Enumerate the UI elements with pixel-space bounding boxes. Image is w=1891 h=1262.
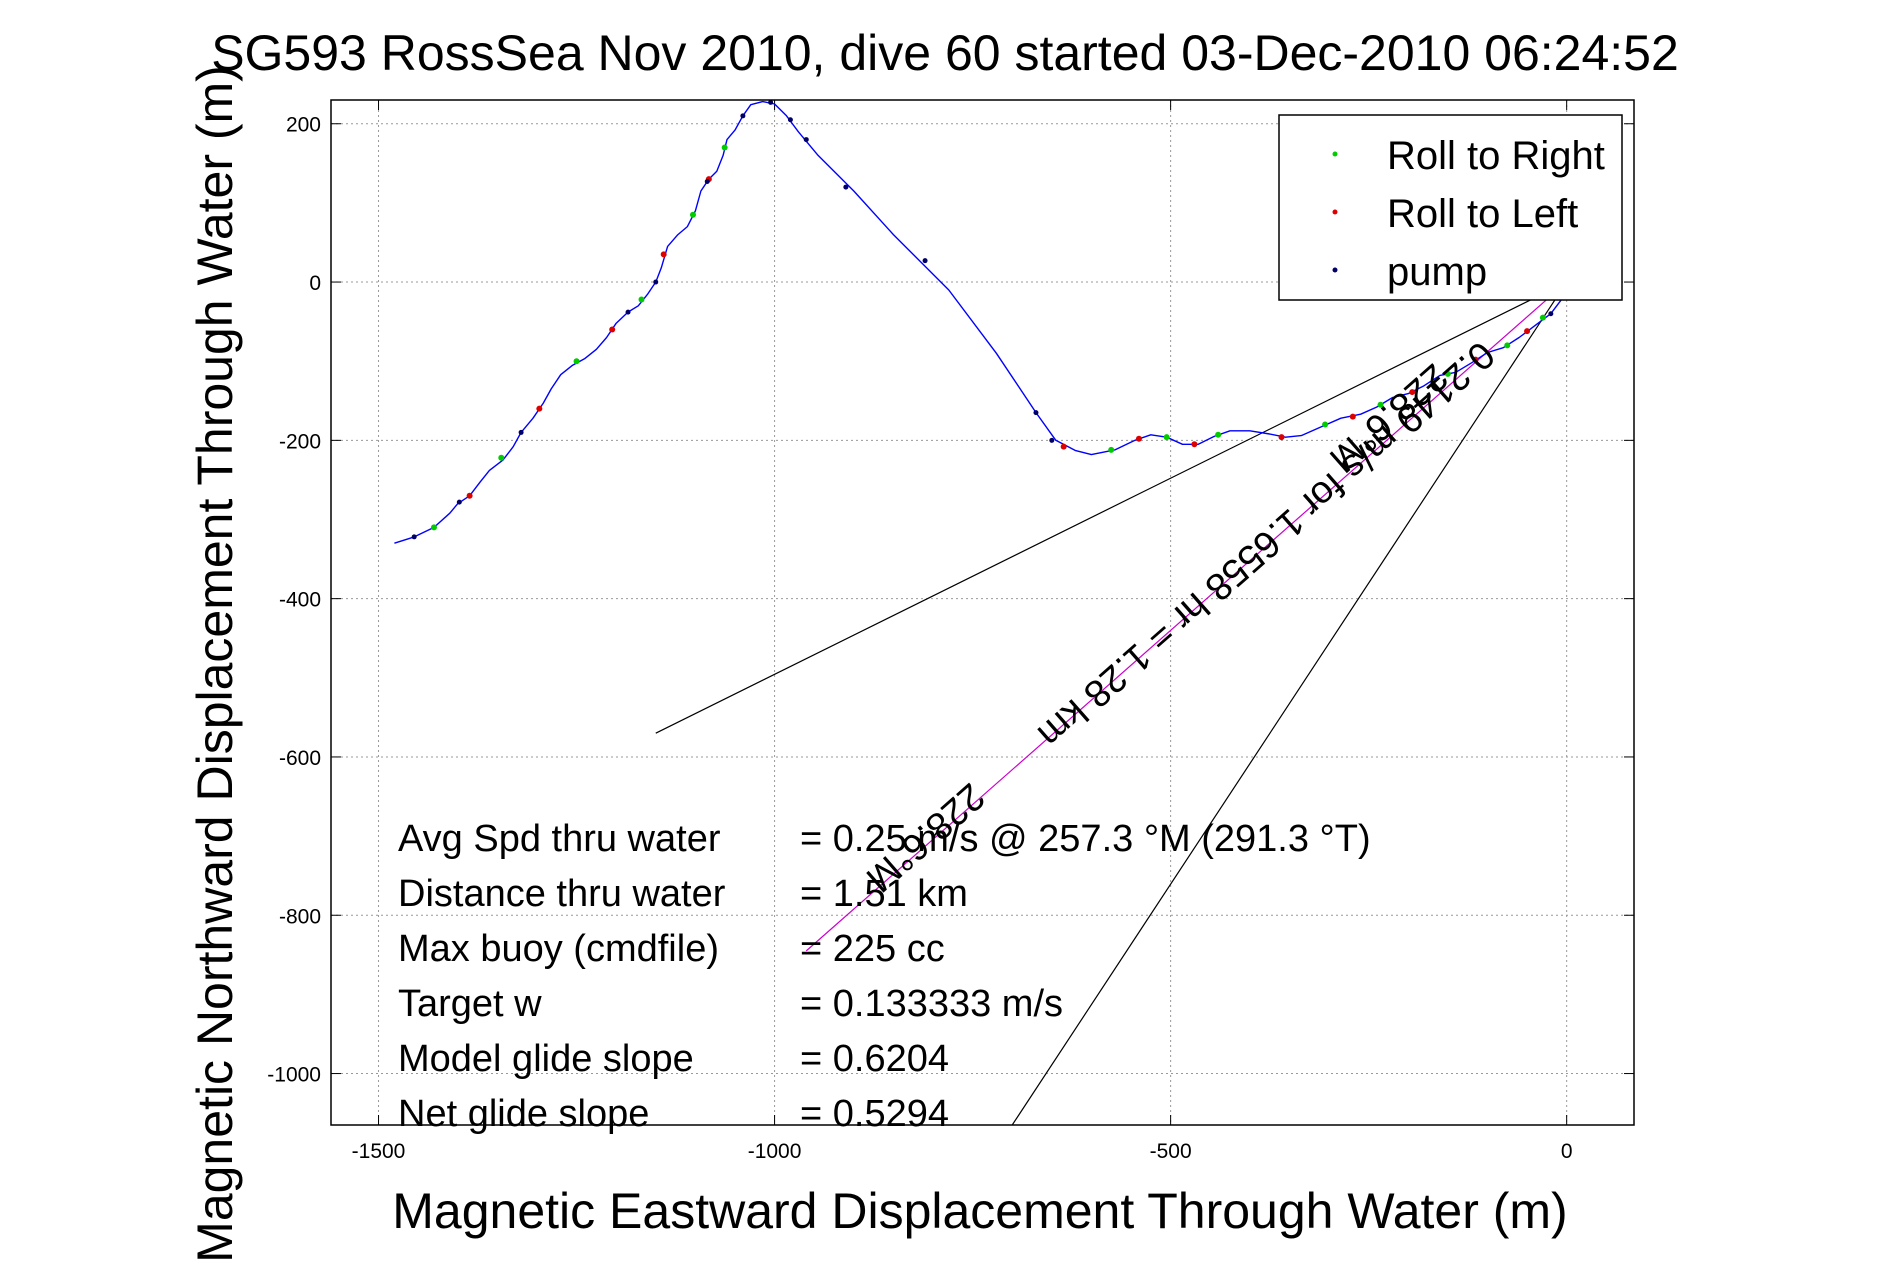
roll-left-point xyxy=(1524,328,1531,335)
roll-left-point xyxy=(1409,389,1416,396)
annotations: 0.2149 m/s for 1.6558 hr = 1.28 km228.6°… xyxy=(858,333,1502,900)
pump-point xyxy=(1548,311,1554,317)
track-series xyxy=(394,100,1568,544)
wedge-line xyxy=(655,281,1567,734)
stat-label: Target w xyxy=(398,983,542,1025)
pump-point xyxy=(653,279,659,285)
x-axis-label: Magnetic Eastward Displacement Through W… xyxy=(392,1183,1567,1239)
stat-value: = 0.25 m/s @ 257.3 °M (291.3 °T) xyxy=(800,818,1371,860)
roll-right-point xyxy=(1444,370,1451,377)
stat-value: = 0.5294 xyxy=(800,1093,949,1135)
y-tick-label: -800 xyxy=(279,905,321,928)
legend-marker xyxy=(1332,151,1338,157)
y-tick-label: -1000 xyxy=(267,1064,321,1087)
pump-point xyxy=(1033,410,1039,416)
pump-point xyxy=(456,499,462,505)
y-tick-label: -400 xyxy=(279,589,321,612)
roll-left-point xyxy=(466,492,473,499)
wedge-lines xyxy=(655,281,1568,1126)
pump-point xyxy=(843,184,849,190)
stat-value: = 0.6204 xyxy=(800,1038,949,1080)
marker-series xyxy=(411,99,1554,540)
pump-point xyxy=(768,99,774,105)
roll-left-point xyxy=(1135,435,1142,442)
y-tick-label: -200 xyxy=(279,430,321,453)
roll-right-point xyxy=(1108,446,1115,453)
pump-point xyxy=(922,258,928,264)
legend-label: Roll to Left xyxy=(1387,192,1578,236)
y-axis-label: Magnetic Northward Displacement Through … xyxy=(187,65,243,1262)
roll-right-point xyxy=(689,211,696,218)
legend-label: Roll to Right xyxy=(1387,134,1605,178)
x-tick-label: -1500 xyxy=(352,1140,406,1163)
roll-right-point xyxy=(1322,421,1329,428)
roll-left-point xyxy=(536,405,543,412)
roll-right-point xyxy=(498,454,505,461)
wedge-line xyxy=(805,281,1568,952)
roll-left-point xyxy=(1349,413,1356,420)
legend-label: pump xyxy=(1387,250,1487,294)
roll-right-point xyxy=(638,296,645,303)
x-tick-label: -1000 xyxy=(748,1140,802,1163)
roll-right-point xyxy=(721,144,728,151)
stat-value: = 225 cc xyxy=(800,928,945,970)
pump-point xyxy=(1049,437,1055,443)
stat-label: Distance thru water xyxy=(398,873,726,915)
wedge-line xyxy=(1011,281,1568,1126)
roll-right-point xyxy=(430,524,437,531)
track-line xyxy=(394,100,1568,544)
stat-label: Model glide slope xyxy=(398,1038,694,1080)
pump-point xyxy=(803,137,809,143)
stat-label: Net glide slope xyxy=(398,1093,649,1135)
pump-point xyxy=(411,534,417,540)
stat-label: Avg Spd thru water xyxy=(398,818,721,860)
x-tick-labels: -1500 -1000 -500 0 xyxy=(352,1140,1573,1163)
pump-point xyxy=(704,179,710,185)
roll-left-point xyxy=(1060,443,1067,450)
legend-marker xyxy=(1332,267,1338,273)
y-tick-label: 200 xyxy=(286,114,321,137)
chart-title: SG593 RossSea Nov 2010, dive 60 started … xyxy=(211,25,1679,81)
y-tick-labels: 200 0 -200 -400 -600 -800 -1000 xyxy=(267,114,321,1087)
y-tick-label: -600 xyxy=(279,747,321,770)
stat-label: Max buoy (cmdfile) xyxy=(398,928,719,970)
roll-right-point xyxy=(1163,434,1170,441)
stat-value: = 0.133333 m/s xyxy=(800,983,1063,1025)
roll-left-point xyxy=(1472,356,1479,363)
roll-right-point xyxy=(1215,431,1222,438)
stats-block: Avg Spd thru water = 0.25 m/s @ 257.3 °M … xyxy=(398,818,1371,1135)
roll-left-point xyxy=(660,251,667,258)
roll-left-point xyxy=(1278,434,1285,441)
x-tick-label: -500 xyxy=(1150,1140,1192,1163)
roll-right-point xyxy=(573,358,580,365)
legend: Roll to Right Roll to Left pump xyxy=(1278,114,1623,301)
stat-value: = 1.51 km xyxy=(800,873,968,915)
y-tick-label: 0 xyxy=(309,272,321,295)
plot-frame xyxy=(330,99,1635,1126)
roll-left-point xyxy=(609,326,616,333)
pump-point xyxy=(787,117,793,123)
pump-point xyxy=(740,113,746,119)
roll-right-point xyxy=(1539,314,1546,321)
roll-right-point xyxy=(1504,342,1511,349)
x-tick-label: 0 xyxy=(1561,1140,1573,1163)
pump-point xyxy=(518,429,524,435)
roll-left-point xyxy=(1191,441,1198,448)
pump-point xyxy=(625,309,631,315)
roll-right-point xyxy=(1377,401,1384,408)
legend-marker xyxy=(1332,209,1338,215)
